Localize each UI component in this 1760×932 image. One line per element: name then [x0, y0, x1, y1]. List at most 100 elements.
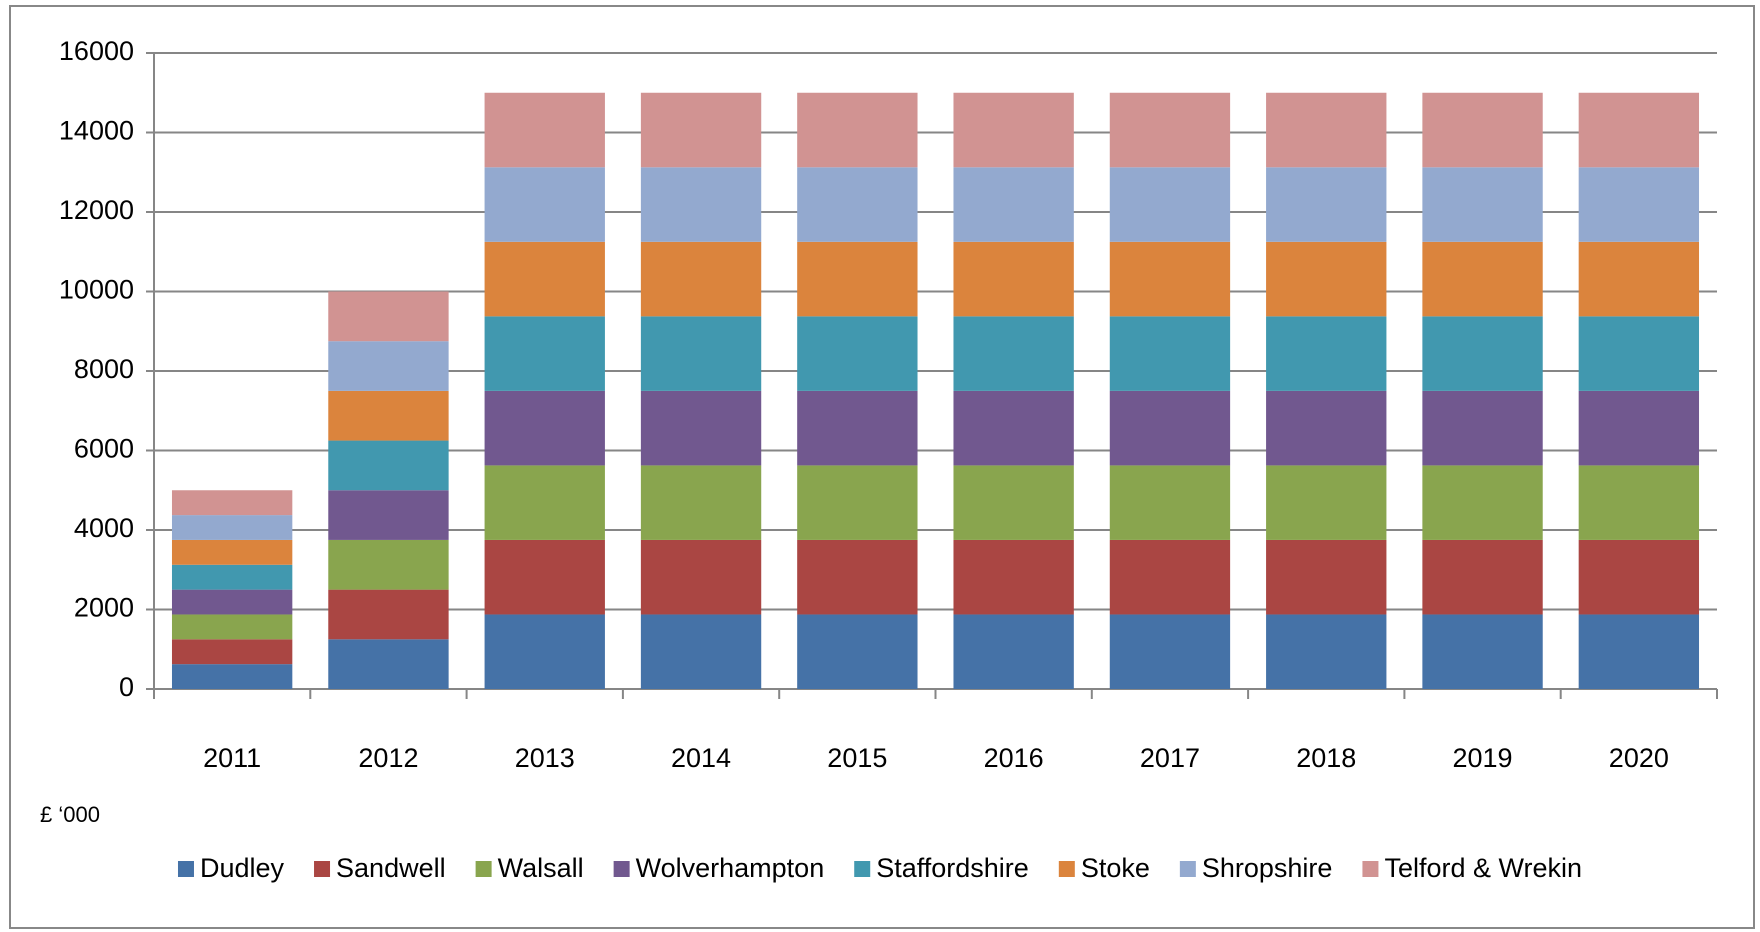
bar-segment — [1422, 167, 1543, 242]
bar-segment — [1578, 465, 1700, 540]
bar-segment — [797, 465, 918, 540]
bar-segment — [484, 92, 605, 168]
y-tick-label: 12000 — [59, 195, 134, 225]
bar-segment — [640, 167, 762, 242]
bar-segment — [1109, 390, 1231, 466]
bar-segment — [1422, 539, 1543, 615]
bar-segment — [1266, 465, 1387, 540]
bar-segment — [953, 539, 1074, 615]
x-tick-label: 2019 — [1453, 743, 1513, 773]
bar-segment — [328, 490, 449, 540]
x-tick-label: 2013 — [515, 743, 575, 773]
bar-segment — [797, 390, 918, 466]
bar-segment — [1266, 390, 1387, 466]
bar-segment — [484, 390, 605, 466]
legend-swatch — [613, 861, 630, 877]
bar-segment — [797, 92, 918, 168]
bar-segment — [484, 539, 605, 615]
bar-segment — [484, 241, 605, 317]
legend-swatch — [475, 861, 492, 877]
bar-segment — [1422, 241, 1543, 317]
x-tick-label: 2016 — [984, 743, 1044, 773]
bar-segment — [1109, 465, 1231, 540]
bar-segment — [797, 614, 918, 689]
bar-segment — [1109, 614, 1231, 689]
bar-segment — [1266, 241, 1387, 317]
bar-segment — [1578, 390, 1700, 466]
bar-segment — [797, 167, 918, 242]
bar-segment — [171, 639, 293, 665]
bar-segment — [1422, 614, 1543, 689]
bar-segment — [797, 316, 918, 391]
x-tick-label: 2017 — [1140, 743, 1200, 773]
legend-swatch — [1362, 861, 1379, 877]
bar-segment — [1578, 241, 1700, 317]
bar-segment — [953, 167, 1074, 242]
bar-segment — [1578, 167, 1700, 242]
bar-segment — [171, 564, 293, 590]
y-tick-label: 0 — [119, 672, 134, 702]
y-tick-label: 4000 — [74, 513, 134, 543]
bar-segment — [1578, 614, 1700, 689]
legend-swatch — [1058, 861, 1075, 877]
bar-segment — [640, 316, 762, 391]
bar-segment — [953, 465, 1074, 540]
bar-segment — [640, 465, 762, 540]
bar-segment — [328, 341, 449, 391]
bar-segment — [171, 664, 293, 689]
unit-label: £ ‘000 — [40, 802, 100, 827]
bar-segment — [1578, 316, 1700, 391]
x-tick-label: 2011 — [203, 743, 261, 773]
bar-segment — [1109, 92, 1231, 168]
legend-swatch — [177, 861, 194, 877]
legend-label: Wolverhampton — [636, 853, 825, 883]
bar-segment — [1422, 316, 1543, 391]
bar-segment — [1422, 465, 1543, 540]
bar-segment — [1266, 167, 1387, 242]
bar-segment — [1266, 316, 1387, 391]
bar-segment — [1578, 539, 1700, 615]
bar-segment — [328, 440, 449, 491]
y-tick-label: 16000 — [59, 36, 134, 66]
bar-segment — [953, 92, 1074, 168]
bar-segment — [328, 291, 449, 342]
bar-segment — [953, 614, 1074, 689]
bar-segment — [1422, 390, 1543, 466]
bar-segment — [1266, 92, 1387, 168]
x-tick-label: 2020 — [1609, 743, 1669, 773]
bar-segment — [953, 390, 1074, 466]
bar-segment — [328, 390, 449, 441]
y-tick-label: 6000 — [74, 434, 134, 464]
bar-segment — [1109, 316, 1231, 391]
bar-segment — [797, 241, 918, 317]
bar-segment — [171, 614, 293, 640]
legend-swatch — [314, 861, 331, 877]
bar-segment — [953, 316, 1074, 391]
y-tick-label: 2000 — [74, 593, 134, 623]
bar-segment — [797, 539, 918, 615]
legend-swatch — [1179, 861, 1196, 877]
bar-segment — [328, 589, 449, 640]
bar-segment — [484, 167, 605, 242]
legend-label: Staffordshire — [876, 853, 1029, 883]
bar-segment — [1422, 92, 1543, 168]
bar-segment — [484, 614, 605, 689]
x-tick-label: 2015 — [827, 743, 887, 773]
x-tick-label: 2014 — [671, 743, 731, 773]
legend-label: Walsall — [498, 853, 584, 883]
bar-segment — [171, 539, 293, 565]
bar-segment — [171, 490, 293, 516]
bar-segment — [640, 539, 762, 615]
bar-segment — [640, 241, 762, 317]
bar-segment — [484, 465, 605, 540]
bar-segment — [953, 241, 1074, 317]
x-tick-label: 2018 — [1296, 743, 1356, 773]
bar-segment — [328, 539, 449, 590]
legend-label: Shropshire — [1202, 853, 1333, 883]
legend-swatch — [854, 861, 871, 877]
legend-label: Dudley — [200, 853, 285, 883]
legend-label: Stoke — [1081, 853, 1150, 883]
y-tick-label: 10000 — [59, 275, 134, 305]
